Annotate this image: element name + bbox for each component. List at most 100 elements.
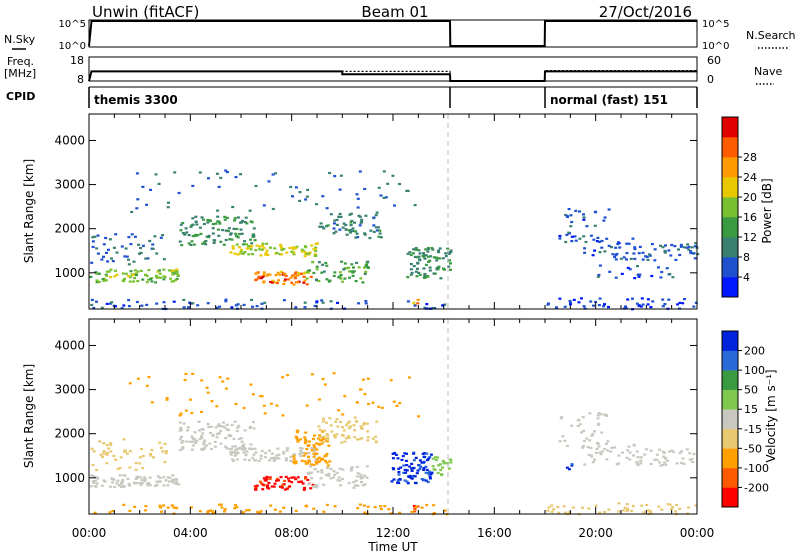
scatter-cell-0 <box>136 280 140 283</box>
scatter-cell-7 <box>415 275 419 278</box>
scatter-cell-4 <box>296 431 299 434</box>
velocity-colorbar-segment-3 <box>722 428 738 449</box>
scatter-cell-11 <box>144 505 148 508</box>
scatter-cell-17 <box>557 511 561 514</box>
scatter-cell-11 <box>356 507 360 510</box>
scatter-cell-5 <box>279 485 282 488</box>
scatter-cell-7 <box>330 430 334 433</box>
scatter-cell-15 <box>661 298 665 301</box>
scatter-cell-9 <box>431 465 435 468</box>
scatter-cell-1 <box>141 244 145 247</box>
scatter-cell-8 <box>401 455 405 458</box>
scatter-cell-9 <box>434 459 438 462</box>
scatter-cell-10 <box>363 187 367 191</box>
scatter-cell-2 <box>243 240 246 243</box>
scatter-cell-8 <box>416 302 420 305</box>
scatter-cell-8 <box>424 465 428 468</box>
scatter-cell-5 <box>315 279 318 282</box>
scatter-cell-11 <box>93 511 97 514</box>
scatter-cell-4 <box>277 279 280 282</box>
scatter-cell-13 <box>560 416 564 419</box>
scatter-cell-9 <box>433 307 437 310</box>
scatter-cell-5 <box>343 262 347 265</box>
scatter-cell-5 <box>270 485 274 488</box>
power-colorbar-segment-4 <box>722 197 738 218</box>
scatter-cell-0 <box>127 275 130 278</box>
scatter-cell-2 <box>202 222 206 226</box>
scatter-cell-0 <box>145 281 149 284</box>
scatter-cell-9 <box>120 307 124 310</box>
scatter-cell-12 <box>363 393 367 396</box>
scatter-cell-10 <box>413 510 417 513</box>
scatter-cell-13 <box>606 440 610 443</box>
scatter-cell-5 <box>299 480 303 483</box>
velocity-colorbar-label-7: -200 <box>744 481 769 494</box>
scatter-cell-6 <box>365 476 369 479</box>
scatter-cell-7 <box>321 420 325 423</box>
scatter-cell-11 <box>570 220 574 224</box>
scatter-cell-5 <box>348 270 351 273</box>
scatter-cell-3 <box>264 251 268 255</box>
scatter-cell-9 <box>155 302 159 305</box>
scatter-cell-7 <box>341 434 345 437</box>
scatter-cell-7 <box>423 274 427 277</box>
scatter-cell-1 <box>102 243 106 246</box>
scatter-cell-4 <box>269 280 273 284</box>
scatter-cell-8 <box>393 452 397 455</box>
velocity-colorbar-label-4: -15 <box>744 423 762 436</box>
nsky-tick-high-left: 10^5 <box>59 19 86 30</box>
scatter-cell-9 <box>441 466 445 469</box>
scatter-cell-4 <box>309 275 313 278</box>
scatter-cell-4 <box>312 463 316 466</box>
scatter-cell-0 <box>158 476 162 479</box>
scatter-cell-3 <box>301 451 305 455</box>
scatter-cell-9 <box>196 304 200 307</box>
time-label-5: 20:00 <box>578 526 613 540</box>
scatter-cell-4 <box>316 458 320 461</box>
scatter-cell-1 <box>90 261 94 264</box>
scatter-cell-3 <box>292 453 296 456</box>
scatter-cell-2 <box>180 441 184 444</box>
scatter-cell-4 <box>257 275 261 278</box>
scatter-cell-7 <box>344 437 348 440</box>
scatter-cell-4 <box>261 275 265 278</box>
scatter-cell-4 <box>326 464 330 467</box>
scatter-cell-7 <box>366 439 370 442</box>
scatter-cell-2 <box>199 232 203 235</box>
scatter-cell-11 <box>589 234 593 237</box>
scatter-cell-0 <box>155 276 159 279</box>
scatter-cell-1 <box>127 258 130 261</box>
scatter-cell-5 <box>288 485 292 488</box>
scatter-cell-15 <box>670 449 674 452</box>
scatter-cell-10 <box>198 171 202 174</box>
scatter-cell-10 <box>291 195 294 198</box>
scatter-cell-11 <box>558 234 562 238</box>
scatter-cell-5 <box>337 276 341 279</box>
scatter-cell-9 <box>282 299 286 302</box>
scatter-cell-11 <box>420 506 424 509</box>
scatter-cell-2 <box>180 244 184 247</box>
scatter-cell-17 <box>674 510 678 513</box>
scatter-cell-3 <box>254 451 258 454</box>
scatter-cell-12 <box>221 380 225 383</box>
scatter-cell-15 <box>589 300 593 303</box>
scatter-cell-17 <box>666 503 670 506</box>
scatter-cell-10 <box>234 176 238 179</box>
scatter-cell-13 <box>597 412 601 415</box>
scatter-cell-2 <box>201 242 205 245</box>
scatter-cell-2 <box>240 232 244 235</box>
scatter-cell-7 <box>417 249 421 252</box>
scatter-cell-1 <box>138 462 142 465</box>
scatter-cell-11 <box>322 510 326 513</box>
scatter-cell-8 <box>398 478 402 481</box>
scatter-cell-8 <box>405 452 408 455</box>
scatter-cell-2 <box>184 227 188 230</box>
scatter-cell-0 <box>175 272 179 275</box>
scatter-cell-2 <box>240 221 243 224</box>
scatter-cell-1 <box>137 243 141 246</box>
scatter-cell-15 <box>651 300 655 303</box>
scatter-cell-3 <box>257 460 261 463</box>
scatter-cell-3 <box>298 447 302 450</box>
scatter-cell-1 <box>105 462 109 465</box>
